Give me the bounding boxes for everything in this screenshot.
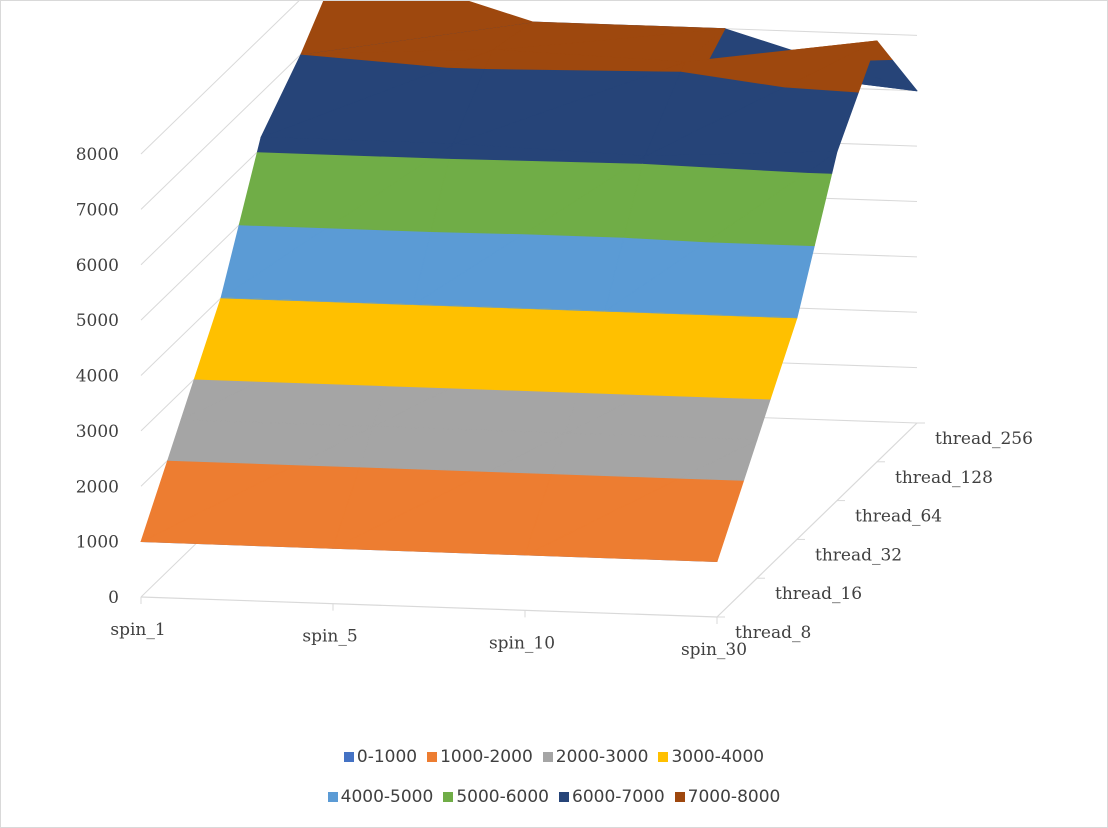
category-tick-label: spin_5 xyxy=(302,627,357,647)
category-tick-label: spin_1 xyxy=(110,620,165,640)
category-tick-label: spin_30 xyxy=(681,640,747,660)
surface-band-6000-7000 xyxy=(448,143,646,164)
legend-swatch xyxy=(559,792,569,802)
legend-item: 1000-2000 xyxy=(427,747,533,767)
legend-item: 7000-8000 xyxy=(674,787,781,807)
z-tick-label: 7000 xyxy=(76,200,119,220)
legend-label: 7000-8000 xyxy=(687,787,781,807)
legend-row-2: 4000-5000 5000-6000 6000-7000 7000-8000 xyxy=(1,787,1107,807)
legend-item: 3000-4000 xyxy=(658,747,764,767)
surface-band-7000-8000 xyxy=(300,49,494,68)
z-tick-label: 0 xyxy=(108,588,119,608)
surface-band-6000-7000 xyxy=(256,136,454,159)
legend-item: 5000-6000 xyxy=(443,787,549,807)
series-tick-label: thread_32 xyxy=(815,545,902,565)
legend-swatch xyxy=(327,792,338,802)
z-tick-label: 3000 xyxy=(76,422,119,442)
surface-band-6000-7000 xyxy=(642,151,838,173)
surface xyxy=(140,1,918,562)
z-tick-label: 6000 xyxy=(76,256,119,276)
surface-band-2000-3000 xyxy=(167,419,374,466)
series-tick-label: thread_256 xyxy=(935,429,1033,449)
series-tick-label: thread_128 xyxy=(895,468,993,488)
surface-band-4000-5000 xyxy=(412,304,606,312)
z-tick-label: 8000 xyxy=(76,145,119,165)
surface-band-2000-3000 xyxy=(551,432,758,479)
series-tick-label: thread_64 xyxy=(855,507,942,527)
legend-label: 3000-4000 xyxy=(671,747,765,767)
legend-item: 0-1000 xyxy=(343,747,418,767)
legend-label: 6000-7000 xyxy=(572,787,665,807)
category-tick-label: spin_10 xyxy=(489,633,555,653)
legend-swatch xyxy=(443,792,454,802)
series-axis-line xyxy=(716,422,918,618)
legend-label: 2000-3000 xyxy=(555,747,649,767)
surface-band-2000-3000 xyxy=(359,425,566,472)
legend-swatch xyxy=(542,752,553,762)
legend-swatch xyxy=(427,752,438,762)
gridline-left xyxy=(140,1,300,155)
legend-label: 1000-2000 xyxy=(440,747,533,767)
surface-band-7000-8000 xyxy=(300,1,534,55)
legend-item: 4000-5000 xyxy=(327,787,434,807)
z-tick-label: 5000 xyxy=(76,311,119,331)
legend-label: 4000-5000 xyxy=(340,787,434,807)
legend-swatch xyxy=(343,752,354,762)
surface-band-7000-8000 xyxy=(492,21,726,51)
legend-label: 0-1000 xyxy=(356,747,418,767)
category-axis-line xyxy=(140,596,718,618)
surface-band-7000-8000 xyxy=(484,49,686,72)
legend-swatch xyxy=(658,752,669,762)
z-tick-label: 1000 xyxy=(76,533,119,553)
z-tick-label: 2000 xyxy=(76,477,119,497)
series-tick-label: thread_16 xyxy=(775,584,862,604)
legend-item: 6000-7000 xyxy=(559,787,665,807)
legend-row-1: 0-1000 1000-2000 2000-3000 3000-4000 xyxy=(1,747,1107,767)
legend-item: 2000-3000 xyxy=(542,747,649,767)
surface-band-4000-5000 xyxy=(220,297,414,306)
legend-label: 5000-6000 xyxy=(456,787,549,807)
z-tick-label: 4000 xyxy=(76,367,119,387)
surface-band-7000-8000 xyxy=(680,40,878,88)
surface-band-4000-5000 xyxy=(604,310,798,319)
series-tick-label: thread_8 xyxy=(735,623,811,643)
legend-swatch xyxy=(674,792,685,802)
axes xyxy=(140,422,918,618)
